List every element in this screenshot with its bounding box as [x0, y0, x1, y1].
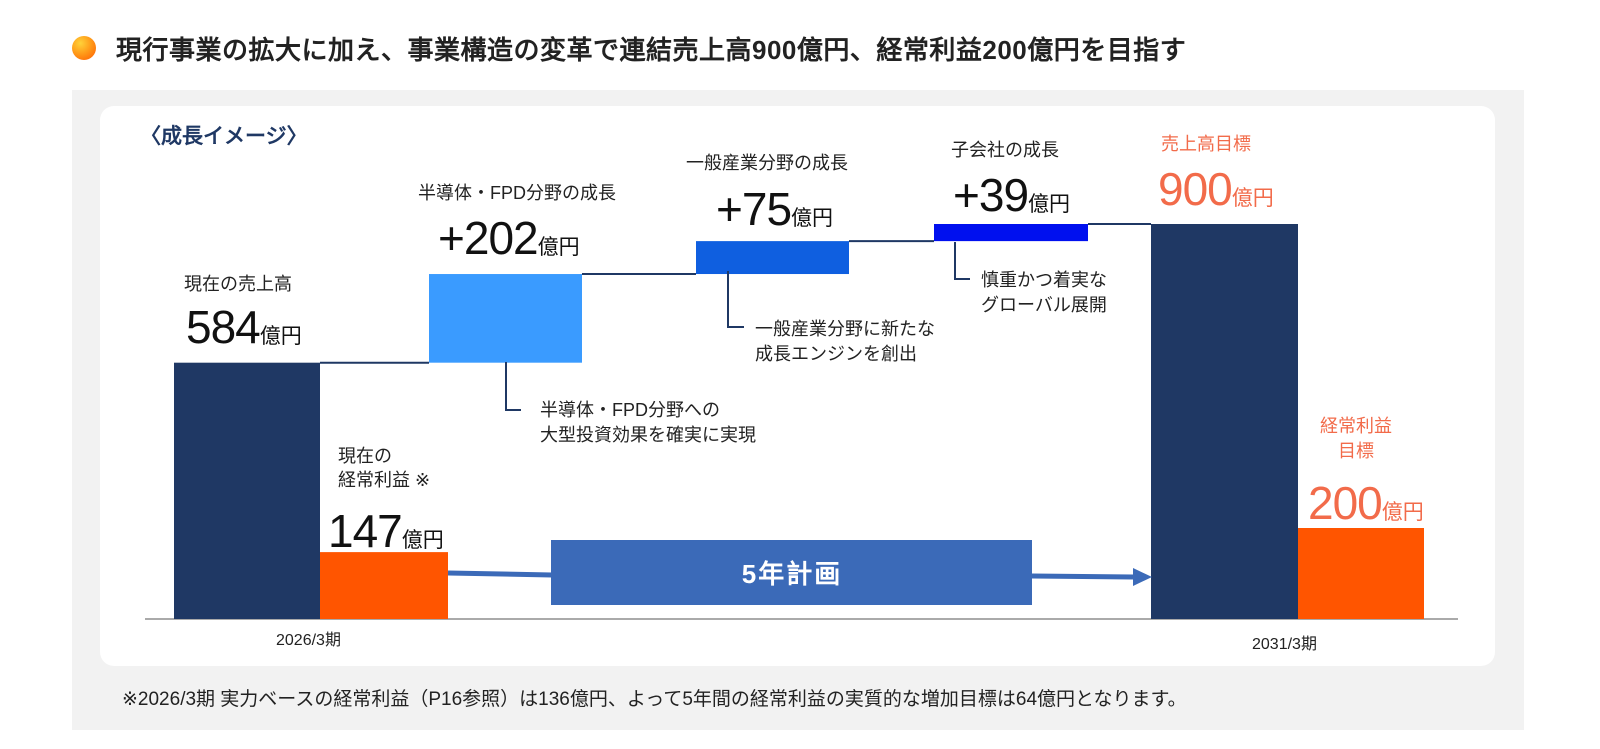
bar-current-profit [320, 552, 448, 619]
general-industry-note-line2: 成長エンジンを創出 [755, 344, 917, 364]
current-sales-value: 584億円 [186, 300, 302, 354]
semiconductor-note: 半導体・FPD分野への 大型投資効果を確実に実現 [540, 398, 756, 448]
footnote: ※2026/3期 実力ベースの経常利益（P16参照）は136億円、よって5年間の… [122, 689, 1187, 710]
profit-target-value: 200億円 [1308, 476, 1424, 530]
general-industry-note: 一般産業分野に新たな 成長エンジンを創出 [755, 317, 935, 367]
sales-target-number: 900 [1158, 163, 1233, 215]
semiconductor-fpd-number: +202 [438, 212, 539, 264]
profit-target-label-line1: 経常利益 [1320, 416, 1392, 436]
plan-arrow-shaft [1031, 573, 1134, 580]
subsidiary-note-line1: 慎重かつ着実な [981, 270, 1107, 290]
unit-label: 億円 [259, 325, 302, 348]
callout-line-subsidiary [954, 242, 970, 280]
semiconductor-fpd-label: 半導体・FPD分野の成長 [418, 183, 616, 203]
x-tick-label-2031: 2031/3期 [1252, 636, 1317, 653]
current-profit-label-line1: 現在の [338, 446, 392, 466]
subsidiary-note-line2: グローバル展開 [981, 295, 1107, 315]
general-industry-number: +75 [716, 183, 792, 235]
sales-target-label: 売上高目標 [1161, 134, 1251, 154]
sales-target-value: 900億円 [1158, 162, 1274, 216]
general-industry-note-line1: 一般産業分野に新たな [755, 319, 935, 339]
current-profit-number: 147 [328, 505, 403, 557]
subsidiary-label: 子会社の成長 [951, 140, 1059, 160]
page-title: 現行事業の拡大に加え、事業構造の変革で連結売上高900億円、経常利益200億円を… [116, 34, 1187, 65]
five-year-plan-label: 5年計画 [742, 559, 842, 589]
bar-current-sales [174, 362, 320, 619]
semiconductor-note-line1: 半導体・FPD分野への [540, 400, 720, 420]
subsidiary-note: 慎重かつ着実な グローバル展開 [981, 268, 1107, 318]
general-industry-value: +75億円 [716, 182, 833, 236]
bar-profit-target [1298, 528, 1424, 619]
unit-label: 億円 [1028, 193, 1071, 216]
current-profit-label: 現在の 経常利益 ※ [338, 444, 430, 492]
x-tick-label-2026: 2026/3期 [276, 632, 341, 649]
callout-line-general [727, 271, 744, 328]
callout-line-semiconductor [505, 362, 521, 411]
unit-label: 億円 [1381, 501, 1424, 524]
current-profit-value: 147億円 [328, 504, 444, 558]
semiconductor-fpd-value: +202億円 [438, 211, 580, 265]
general-industry-label: 一般産業分野の成長 [686, 153, 848, 173]
unit-label: 億円 [791, 207, 834, 230]
bar-sales-target [1151, 224, 1298, 619]
semiconductor-note-line2: 大型投資効果を確実に実現 [540, 425, 756, 445]
unit-label: 億円 [1231, 187, 1274, 210]
profit-target-label-line2: 目標 [1338, 441, 1374, 461]
current-profit-label-line2: 経常利益 ※ [338, 470, 431, 490]
bar-general-industry-growth [696, 241, 849, 275]
growth-image-label: 〈成長イメージ〉 [140, 125, 308, 148]
bar-semiconductor-fpd-growth [429, 274, 582, 363]
unit-label: 億円 [401, 529, 444, 552]
current-sales-label: 現在の売上高 [184, 274, 292, 294]
profit-target-number: 200 [1308, 477, 1383, 529]
title-row: 現行事業の拡大に加え、事業構造の変革で連結売上高900億円、経常利益200億円を… [72, 28, 1186, 68]
plan-arrow-tail [447, 570, 553, 578]
unit-label: 億円 [537, 236, 580, 259]
current-sales-number: 584 [186, 301, 261, 353]
five-year-plan-box [551, 540, 1032, 605]
plan-arrow-head-icon [1133, 568, 1152, 586]
profit-target-label: 経常利益 目標 [1298, 414, 1414, 464]
bar-subsidiary-growth [934, 224, 1088, 242]
title-bullet-icon [72, 36, 96, 60]
subsidiary-value: +39億円 [953, 168, 1070, 222]
subsidiary-number: +39 [953, 169, 1029, 221]
